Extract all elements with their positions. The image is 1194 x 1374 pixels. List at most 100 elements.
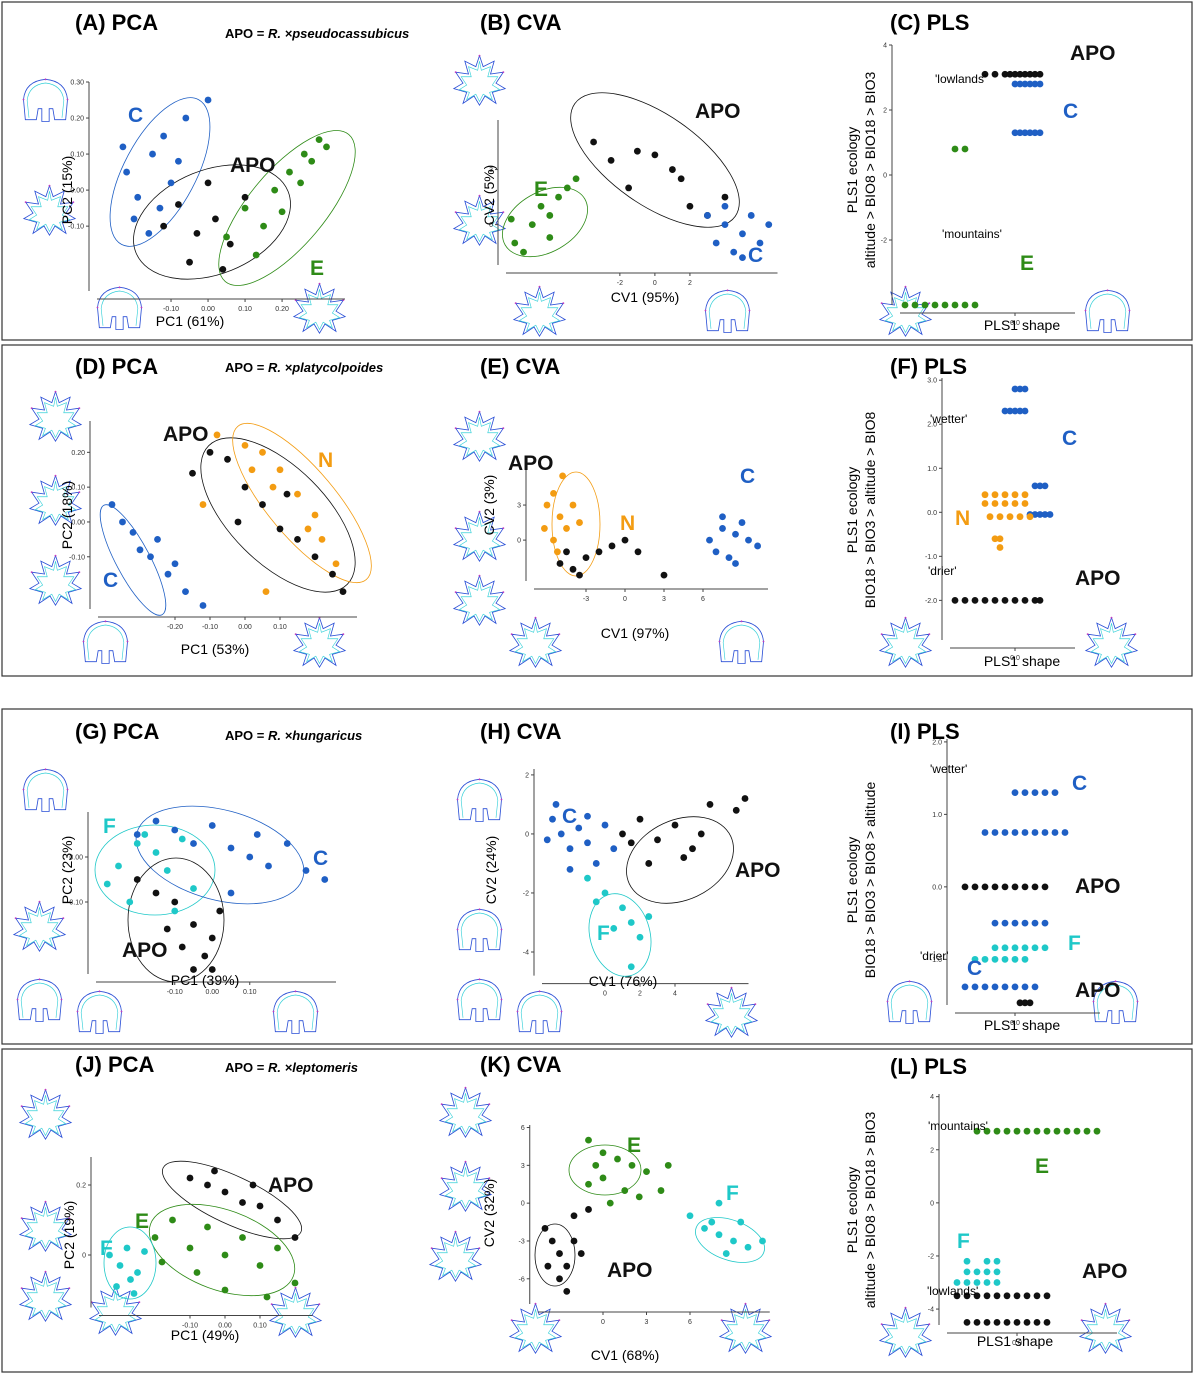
data-point [994,1258,1001,1265]
leaf-shape-icon [880,1307,931,1357]
data-point [119,519,126,526]
data-point [224,456,231,463]
leaf-shape-icon [719,620,765,663]
data-point [619,831,626,838]
data-point [190,840,197,847]
data-point [145,230,152,237]
data-point [123,169,130,176]
data-point [628,919,635,926]
data-point [680,854,687,861]
data-point [1002,491,1009,498]
y-tick-label: 2.0 [932,739,942,746]
data-point [984,1279,991,1286]
data-point [1002,883,1009,890]
data-point [992,956,999,963]
x-axis-label: PC1 (39%) [171,972,239,988]
data-point [590,139,597,146]
x-tick-label: 2 [688,280,692,287]
data-point [109,501,116,508]
data-point [610,925,617,932]
data-point [1022,789,1029,796]
panel-title: (A) PCA [75,10,158,35]
group-label: APO [1075,567,1121,590]
panel-title: (L) PLS [890,1054,967,1079]
data-point [661,572,668,579]
data-point [171,899,178,906]
data-point [131,1290,138,1297]
data-point [602,822,609,829]
data-point [1037,71,1044,78]
data-point [1042,883,1049,890]
group-label: C [128,104,143,127]
data-point [1014,1319,1021,1326]
y-tick-label: -1.0 [925,554,937,561]
data-point [259,449,266,456]
data-point [1017,513,1024,520]
confidence-ellipse [689,1209,770,1271]
data-point [1044,1319,1051,1326]
data-point [962,302,969,309]
group-label: E [135,1210,149,1233]
data-point [557,513,564,520]
data-point [1004,1319,1011,1326]
data-point [1002,983,1009,990]
x-tick-label: 6 [688,1319,692,1326]
x-axis-label: PLS1 shape [977,1333,1053,1349]
data-point [254,831,261,838]
data-point [610,845,617,852]
data-point [982,500,989,507]
group-label: F [597,922,610,945]
data-point [602,890,609,897]
note-species: R. ×platycolpoides [268,360,383,375]
x-axis-label: PLS1 shape [984,653,1060,669]
group-label: N [318,449,333,472]
data-point [279,208,286,215]
data-point [672,822,679,829]
data-point [1032,920,1039,927]
data-point [216,908,223,915]
page-body: {"chart_data": [ {"type": "scatter", "ti… [0,0,1194,1374]
y-tick-label: 0.20 [70,116,84,123]
data-point [1032,789,1039,796]
data-point [732,531,739,538]
data-point [292,1234,299,1241]
data-point [992,491,999,498]
x-tick-label: 6 [701,596,705,603]
note-lead: APO = [225,1060,268,1075]
data-point [557,560,564,567]
group-label: C [748,244,763,267]
data-point [952,597,959,604]
data-point [1052,789,1059,796]
data-point [147,553,154,560]
data-point [271,187,278,194]
data-point [1027,513,1034,520]
data-point [596,548,603,555]
data-point [737,1219,744,1226]
y-tick-label: 0.20 [71,450,85,457]
group-label: C [967,957,982,980]
data-point [179,836,186,843]
data-point [172,560,179,567]
data-point [1022,386,1029,393]
y-axis-label: PLS1 ecology [844,467,860,553]
data-point [1084,1128,1091,1135]
data-point [329,571,336,578]
data-point [303,867,310,874]
panel-title: (E) CVA [480,354,560,379]
group-label: APO [230,154,276,177]
data-point [745,1244,752,1251]
data-point [265,863,272,870]
data-point [982,983,989,990]
data-point [1012,500,1019,507]
data-point [153,890,160,897]
data-point [974,1319,981,1326]
data-point [600,1149,607,1156]
data-point [1054,1128,1061,1135]
group-label: N [955,507,970,530]
data-point [253,252,260,259]
y-axis-label: CV2 (3%) [481,475,497,536]
data-point [972,983,979,990]
data-point [242,442,249,449]
data-point [992,829,999,836]
data-point [159,1259,166,1266]
